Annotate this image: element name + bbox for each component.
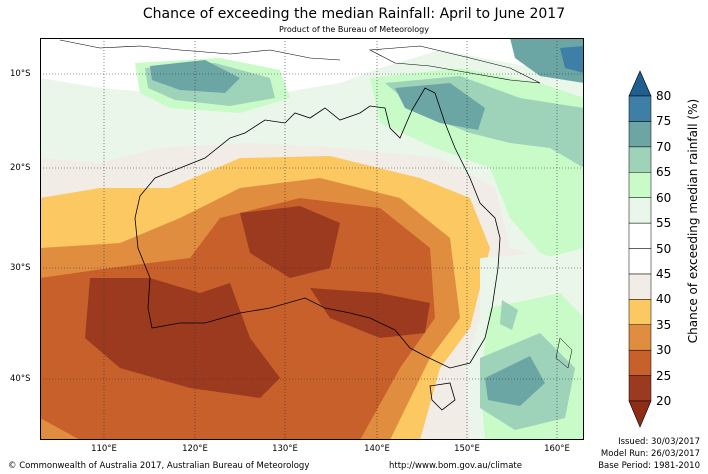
colorbar-extend-high — [628, 70, 652, 97]
lat-label: 30°S — [10, 263, 31, 273]
lon-label: 120°E — [182, 444, 208, 454]
colorbar — [628, 70, 652, 428]
rainfall-probability-map — [40, 38, 584, 440]
zone-70-gulf — [395, 83, 485, 130]
zone-70-tasman — [485, 356, 545, 406]
new-guinea-coastline — [368, 45, 541, 84]
map-title: Chance of exceeding the median Rainfall:… — [142, 6, 566, 22]
new-zealand-coastline — [555, 337, 573, 369]
colorbar-tick-label: 45 — [656, 266, 672, 281]
zone-65-tasman-small — [500, 300, 518, 330]
colorbar-extend-low — [628, 400, 652, 428]
indonesia-coastline — [59, 39, 341, 61]
colorbar-tick-label: 60 — [656, 190, 672, 205]
colorbar-band — [628, 121, 652, 148]
tasmania-coastline — [429, 382, 456, 411]
colorbar-band — [628, 197, 652, 224]
lon-label: 160°E — [544, 444, 570, 454]
colorbar-label: Chance of exceeding median rainfall (%) — [686, 98, 700, 344]
colorbar-tick-label: 20 — [656, 394, 672, 408]
base-period: Base Period: 1981-2010 — [598, 461, 700, 471]
zone-20-southeast — [310, 288, 430, 338]
colorbar-band — [628, 222, 652, 249]
colorbar-band — [628, 146, 652, 173]
zone-70-north — [150, 60, 240, 93]
model-run-date: Model Run: 26/03/2017 — [600, 449, 700, 459]
lat-label: 20°S — [10, 163, 31, 173]
copyright-text: © Commonwealth of Australia 2017, Austra… — [8, 461, 310, 471]
lon-label: 130°E — [272, 444, 298, 454]
colorbar-band — [628, 172, 652, 198]
colorbar-tick-label: 55 — [656, 216, 672, 231]
colorbar-tick-label: 65 — [656, 165, 672, 180]
colorbar-band — [628, 273, 652, 300]
zone-30-sw-edge — [40, 418, 80, 440]
zone-20-south — [85, 278, 280, 398]
issued-date: Issued: 30/03/2017 — [618, 437, 700, 447]
lon-label: 140°E — [364, 444, 390, 454]
colorbar-tick-label: 80 — [656, 89, 672, 103]
lon-label: 150°E — [454, 444, 480, 454]
colorbar-band — [628, 95, 652, 122]
colorbar-tick-label: 35 — [656, 317, 672, 332]
bom-url-link[interactable]: http://www.bom.gov.au/climate — [389, 461, 522, 471]
zone-75-coral — [560, 46, 584, 73]
graticule — [40, 38, 584, 440]
colorbar-tick-label: 70 — [656, 139, 672, 154]
colorbar-tick-label: 75 — [656, 114, 672, 129]
colorbar-tick-label: 25 — [656, 368, 672, 383]
colorbar-tick-label: 50 — [656, 241, 672, 256]
map-subtitle: Product of the Bureau of Meteorology — [279, 25, 429, 34]
colorbar-band — [628, 299, 652, 325]
colorbar-band — [628, 375, 652, 402]
colorbar-band — [628, 349, 652, 376]
colorbar-band — [628, 324, 652, 351]
lat-label: 40°S — [10, 374, 31, 384]
australia-coastline — [134, 87, 501, 369]
colorbar-tick-label: 30 — [656, 343, 672, 358]
zone-20-interior — [240, 206, 340, 278]
colorbar-tick-label: 40 — [656, 292, 672, 307]
map-frame — [40, 38, 584, 440]
lat-label: 10°S — [10, 69, 31, 79]
lon-label: 110°E — [91, 444, 117, 454]
colorbar-band — [628, 248, 652, 275]
